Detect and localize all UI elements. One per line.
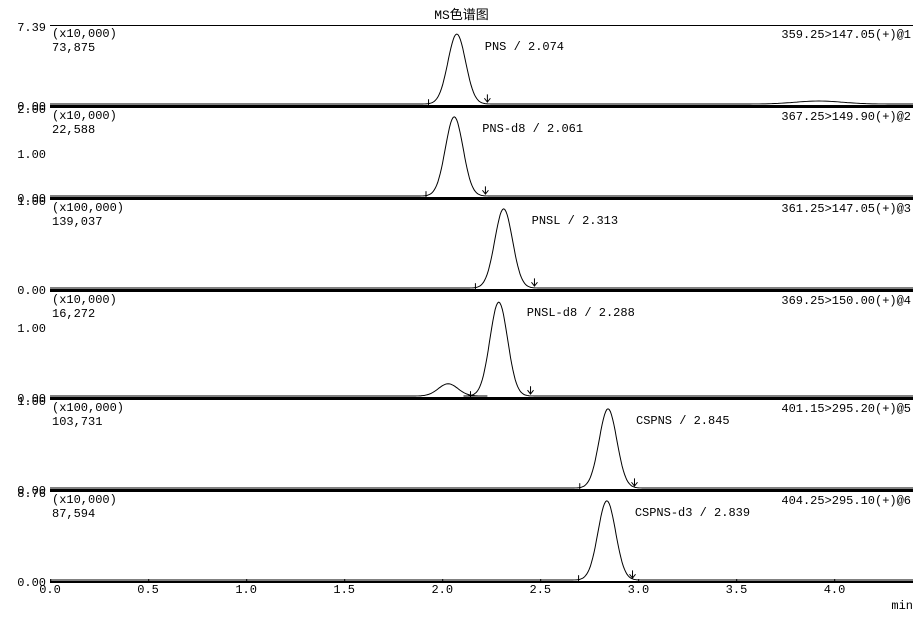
x-tick-label: 0.5: [137, 583, 159, 597]
y-axis-ticks: 0.001.002.00: [2, 108, 48, 197]
chromatogram-panel: 0.001.00(x10,000)16,272369.25>150.00(+)@…: [50, 291, 913, 399]
y-axis-ticks: 0.001.00: [2, 400, 48, 489]
panel-transition-label: 404.25>295.10(+)@6: [781, 494, 911, 508]
x-axis: min 0.00.51.01.52.02.53.03.54.0: [50, 583, 913, 613]
x-tick-label: 3.5: [726, 583, 748, 597]
peak-label: PNSL / 2.313: [532, 214, 618, 228]
panel-scale-label: (x10,000)16,272: [52, 294, 117, 322]
y-axis-ticks: 0.008.76: [2, 492, 48, 581]
panel-transition-label: 361.25>147.05(+)@3: [781, 202, 911, 216]
x-tick-label: 2.0: [431, 583, 453, 597]
panel-scale-label: (x10,000)73,875: [52, 28, 117, 56]
x-tick-label: 2.5: [530, 583, 552, 597]
panel-transition-label: 401.15>295.20(+)@5: [781, 402, 911, 416]
chromatogram-panel: 0.001.002.00(x10,000)22,588367.25>149.90…: [50, 107, 913, 199]
panel-transition-label: 369.25>150.00(+)@4: [781, 294, 911, 308]
x-tick-label: 1.0: [235, 583, 257, 597]
x-tick-label: 1.5: [333, 583, 355, 597]
panel-transition-label: 359.25>147.05(+)@1: [781, 28, 911, 42]
x-tick-label: 0.0: [39, 583, 61, 597]
y-tick-label: 1.00: [17, 148, 46, 162]
chromatogram-panel: 0.008.76(x10,000)87,594404.25>295.10(+)@…: [50, 491, 913, 583]
peak-label: PNSL-d8 / 2.288: [527, 306, 635, 320]
panel-scale-label: (x100,000)139,037: [52, 202, 124, 230]
chart-title: MS色谱图: [0, 0, 923, 25]
y-tick-label: 1.00: [17, 395, 46, 409]
panel-transition-label: 367.25>149.90(+)@2: [781, 110, 911, 124]
y-axis-ticks: 0.001.00: [2, 200, 48, 289]
y-tick-label: 1.00: [17, 195, 46, 209]
x-tick-label: 4.0: [824, 583, 846, 597]
y-tick-label: 8.76: [17, 487, 46, 501]
y-axis-ticks: 0.001.00: [2, 292, 48, 397]
peak-label: PNS / 2.074: [485, 40, 564, 54]
chromatogram-panel: 0.001.00(x100,000)139,037361.25>147.05(+…: [50, 199, 913, 291]
chart-area: 0.007.39(x10,000)73,875359.25>147.05(+)@…: [50, 25, 913, 583]
peak-label: PNS-d8 / 2.061: [482, 122, 583, 136]
panel-scale-label: (x10,000)22,588: [52, 110, 117, 138]
y-axis-ticks: 0.007.39: [2, 26, 48, 105]
x-axis-label: min: [891, 599, 913, 613]
y-tick-label: 7.39: [17, 21, 46, 35]
x-tick-label: 3.0: [628, 583, 650, 597]
chromatogram-panel: 0.007.39(x10,000)73,875359.25>147.05(+)@…: [50, 25, 913, 107]
panel-scale-label: (x10,000)87,594: [52, 494, 117, 522]
peak-label: CSPNS-d3 / 2.839: [635, 506, 750, 520]
y-tick-label: 2.00: [17, 103, 46, 117]
y-tick-label: 1.00: [17, 322, 46, 336]
peak-label: CSPNS / 2.845: [636, 414, 730, 428]
panel-scale-label: (x100,000)103,731: [52, 402, 124, 430]
chromatogram-panel: 0.001.00(x100,000)103,731401.15>295.20(+…: [50, 399, 913, 491]
